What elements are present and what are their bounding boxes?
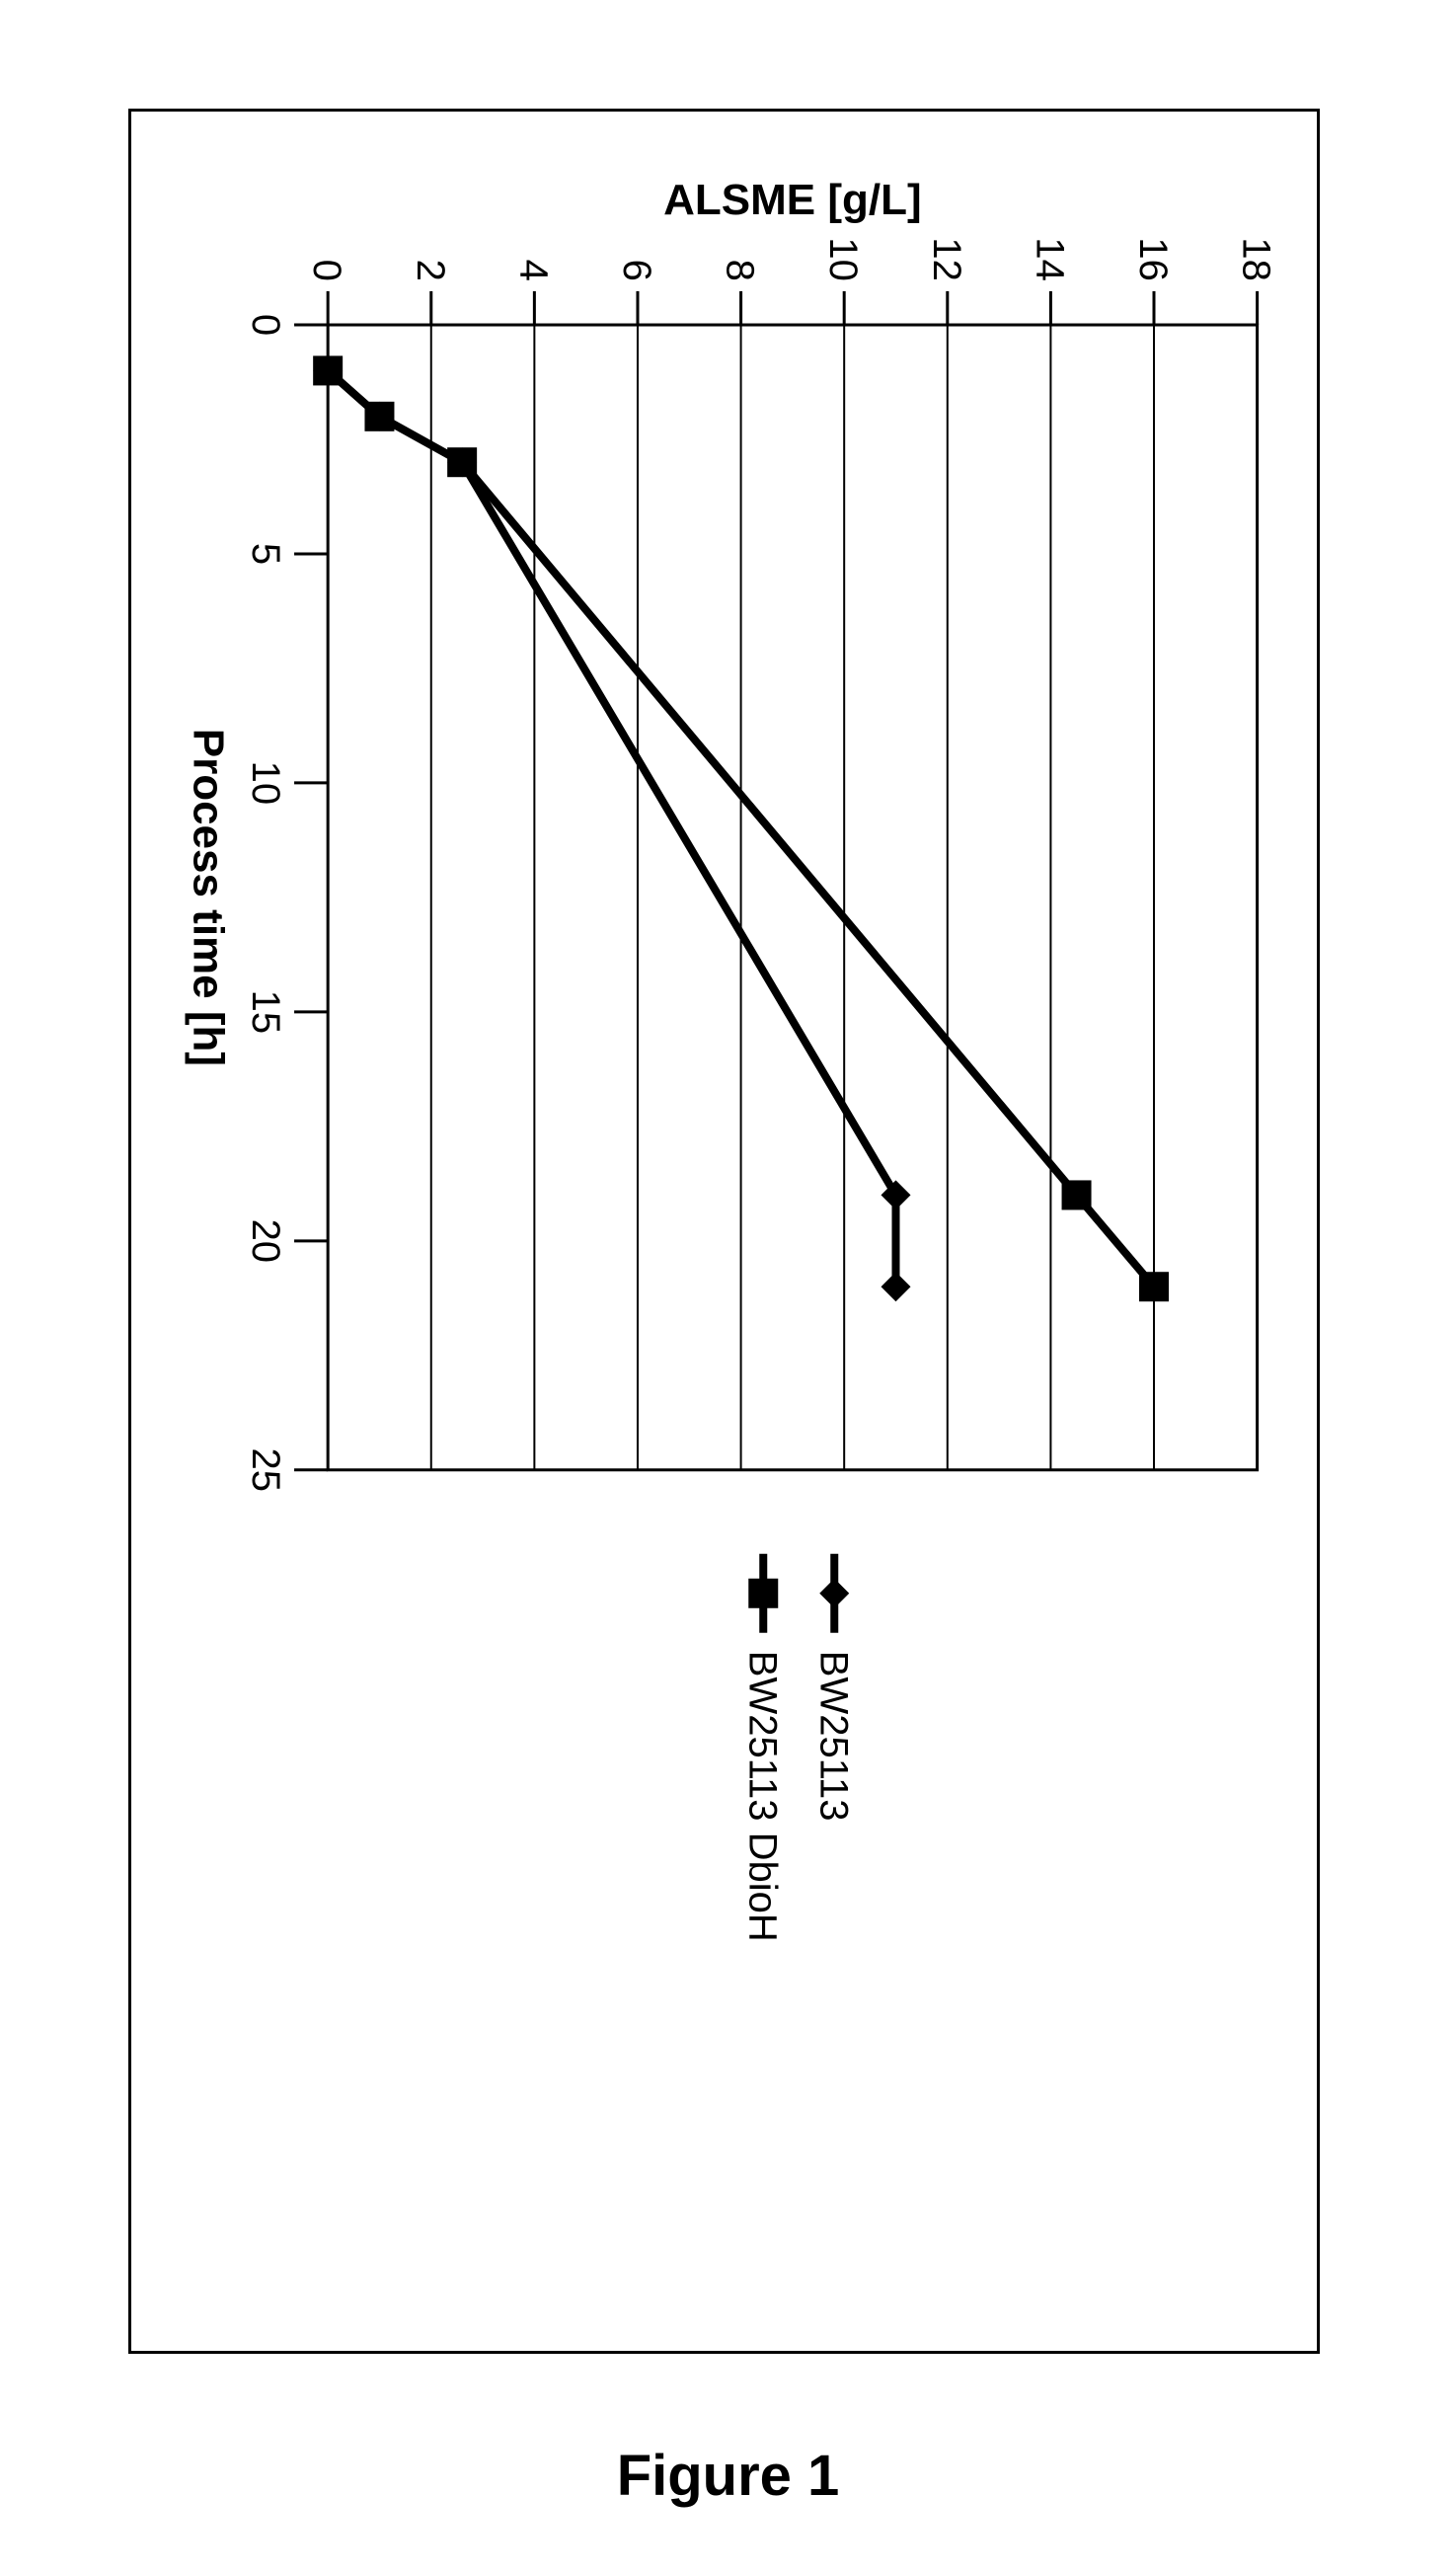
marker-square xyxy=(364,402,394,431)
chart-outer-frame: 0 5 10 15 20 25 0 2 4 6 8 10 12 14 16 18 Process time [h… xyxy=(128,109,1320,2354)
y-tick-label: 10 xyxy=(821,237,865,280)
x-tick-label: 25 xyxy=(244,1448,287,1493)
x-tick-label: 20 xyxy=(244,1219,287,1264)
y-tick-label: 14 xyxy=(1028,237,1071,280)
x-tick-label: 5 xyxy=(244,543,287,565)
chart-svg: 0 5 10 15 20 25 0 2 4 6 8 10 12 14 16 18 Process time [h… xyxy=(131,112,1323,2357)
x-axis-label: Process time [h] xyxy=(185,729,233,1066)
y-tick-label: 16 xyxy=(1131,237,1175,280)
figure-caption: Figure 1 xyxy=(0,2443,1456,2509)
y-tick-label: 6 xyxy=(615,260,658,281)
legend: BW25113 BW25113 DbioH xyxy=(740,1554,855,1942)
y-tick-label: 8 xyxy=(719,260,762,281)
marker-diamond xyxy=(819,1579,849,1608)
y-tick-label: 4 xyxy=(511,260,555,281)
marker-square xyxy=(1062,1180,1092,1209)
x-tick-label: 0 xyxy=(244,314,287,336)
page: 0 5 10 15 20 25 0 2 4 6 8 10 12 14 16 18 Process time [h… xyxy=(0,0,1456,2573)
legend-label: BW25113 DbioH xyxy=(740,1651,784,1942)
y-tick-label: 18 xyxy=(1235,237,1278,280)
x-tick-label: 10 xyxy=(244,761,287,806)
legend-label: BW25113 xyxy=(811,1651,855,1822)
y-axis-label: ALSME [g/L] xyxy=(663,176,922,224)
marker-square xyxy=(313,355,343,385)
y-tick-label: 0 xyxy=(305,260,348,281)
marker-square xyxy=(748,1579,778,1608)
x-tick-label: 15 xyxy=(244,990,287,1035)
marker-square xyxy=(447,447,477,477)
y-tick-label: 12 xyxy=(925,237,968,280)
marker-square xyxy=(1139,1272,1169,1301)
y-tick-label: 2 xyxy=(409,260,452,281)
